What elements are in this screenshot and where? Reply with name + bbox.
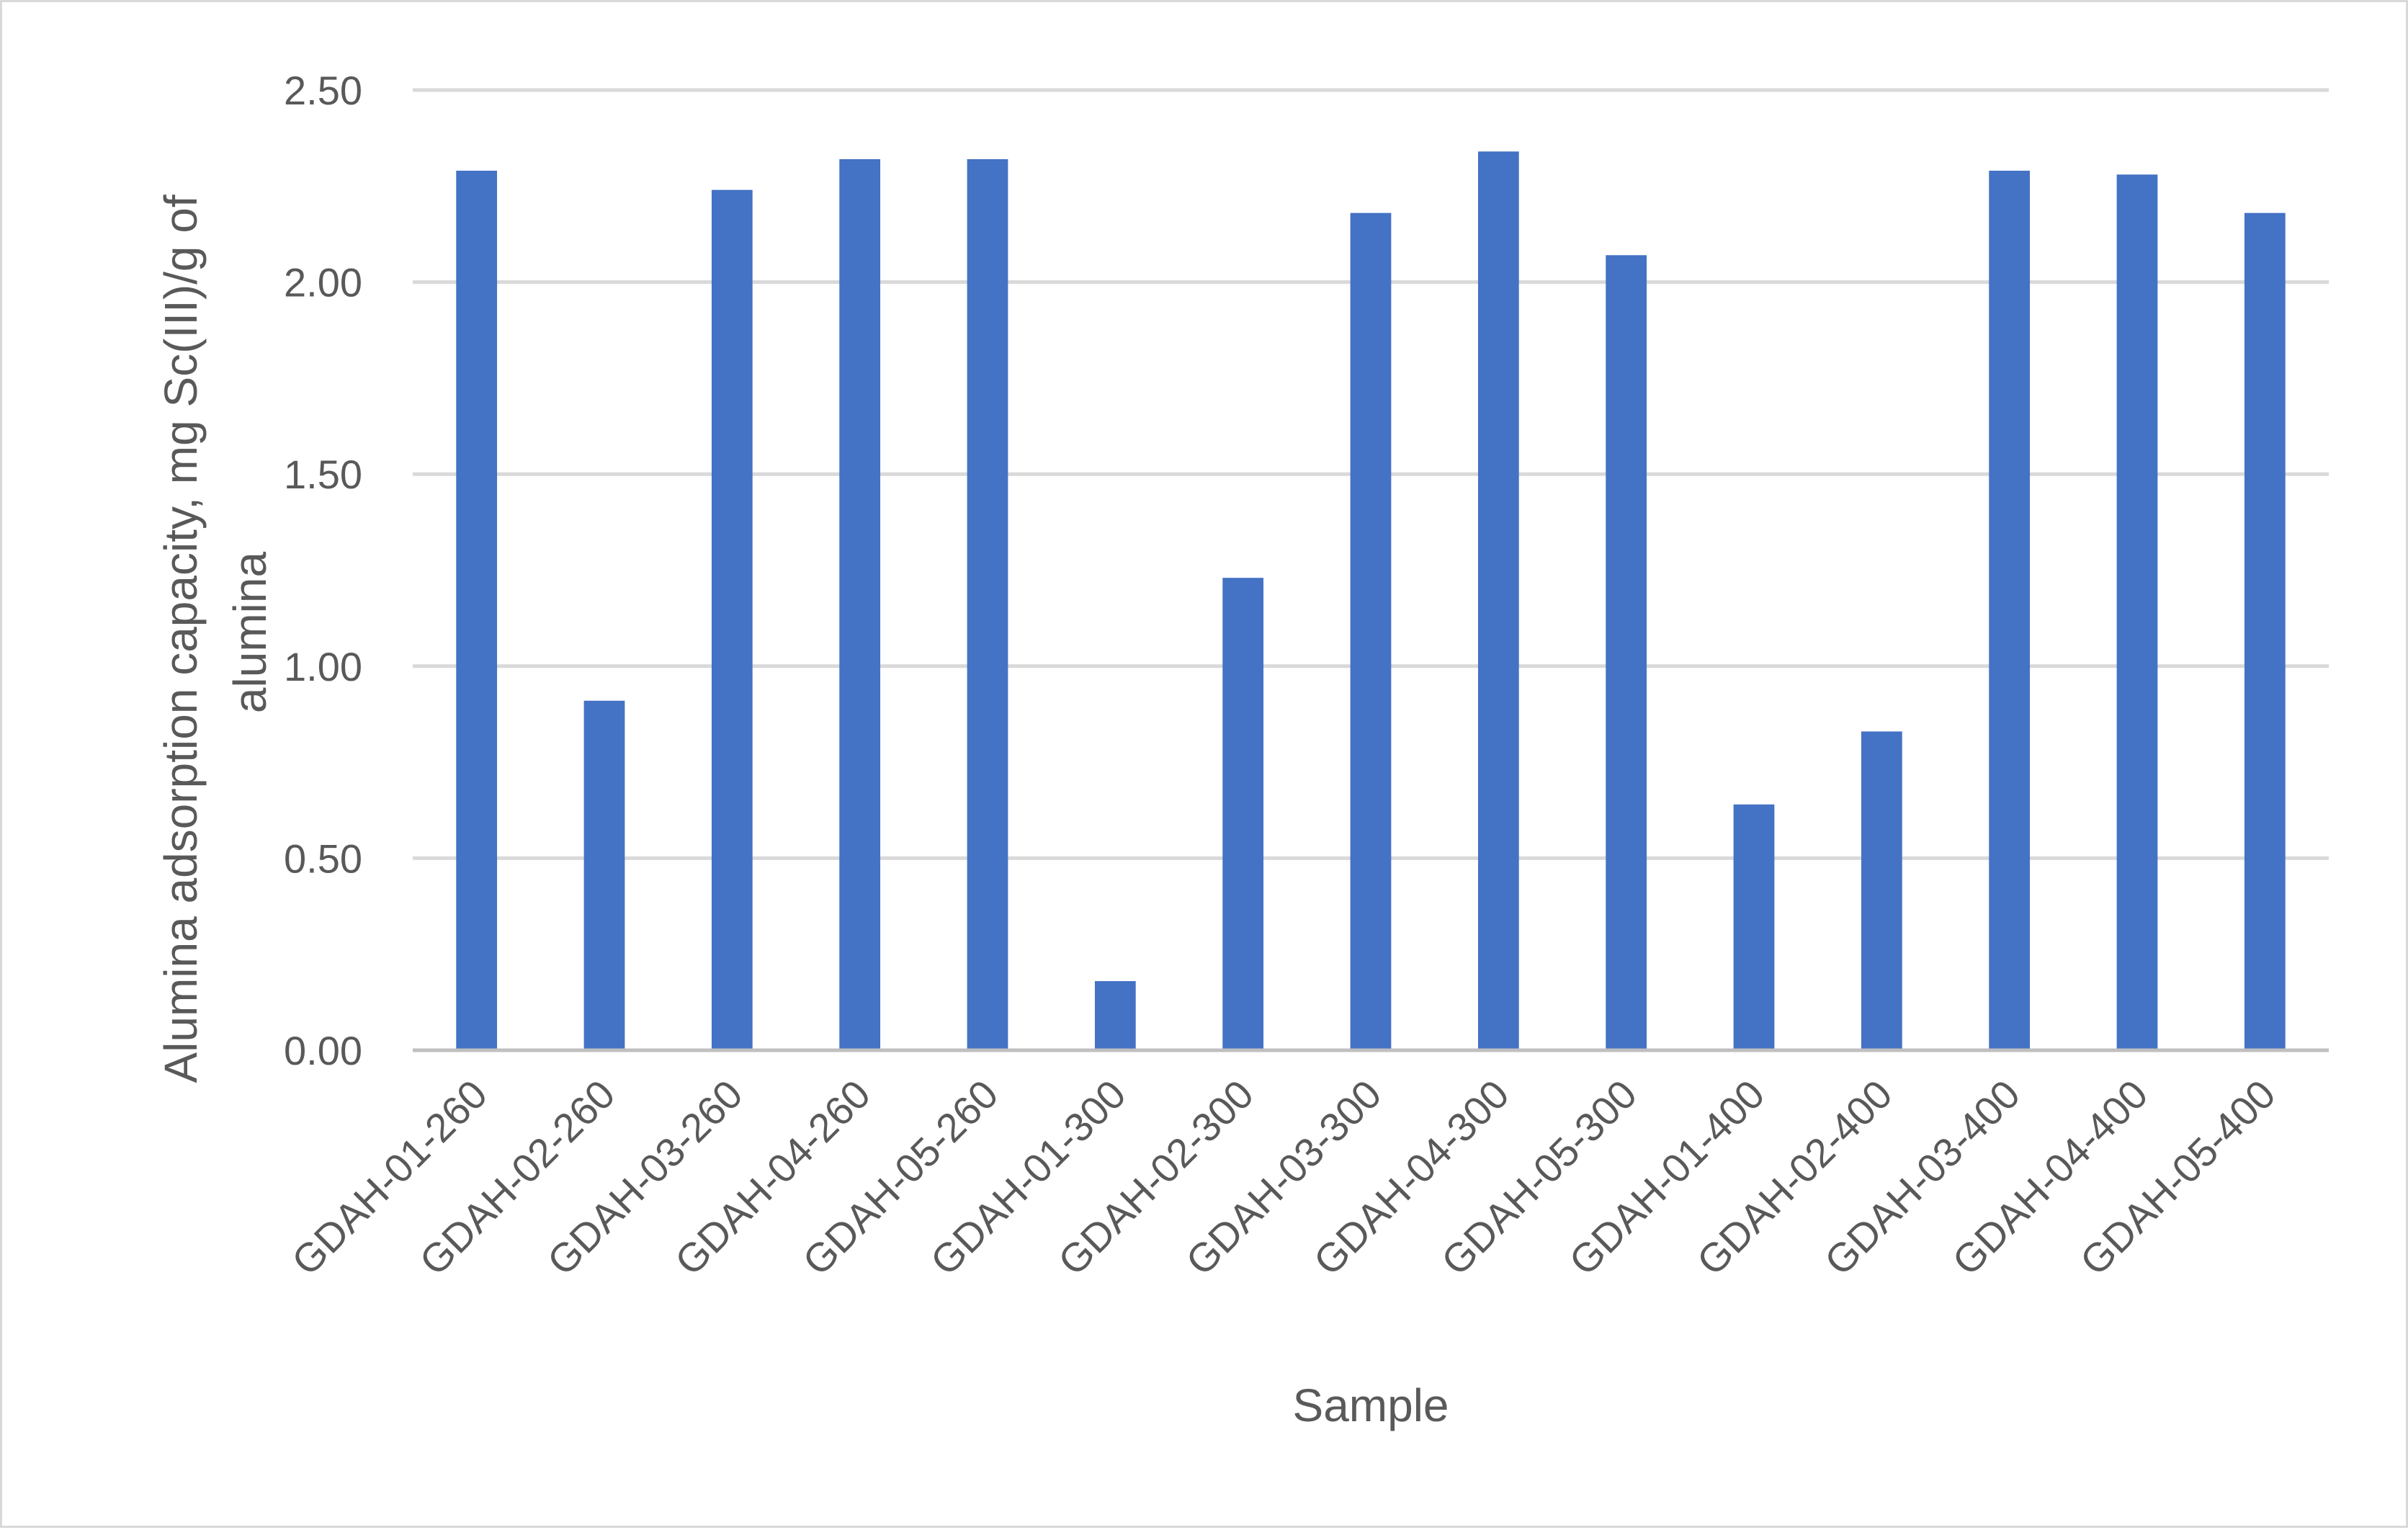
y-tick-labels: 0.00 0.50 1.00 1.50 2.00 2.50 <box>284 68 362 1073</box>
bar <box>1861 731 1902 1050</box>
y-tick-label: 0.00 <box>284 1028 362 1073</box>
bar <box>711 189 753 1051</box>
bar <box>1606 255 1647 1050</box>
y-tick-label: 0.50 <box>284 836 362 881</box>
y-tick-label: 2.50 <box>284 68 362 113</box>
bar <box>967 158 1008 1051</box>
y-axis-title: Alumina adsorption capacity, mg Sc(III)/… <box>155 182 276 1083</box>
bar <box>839 158 881 1051</box>
bar <box>1989 170 2031 1050</box>
bar <box>2116 174 2158 1051</box>
bars <box>456 151 2286 1051</box>
y-axis-title-line-1: Alumina adsorption capacity, mg Sc(III)/… <box>155 194 207 1083</box>
bar <box>456 170 498 1050</box>
bar <box>1222 578 1264 1050</box>
x-axis-title: Sample <box>1293 1379 1449 1431</box>
y-tick-label: 1.50 <box>284 452 362 497</box>
bar <box>1733 804 1775 1050</box>
x-tick-labels: GDAH-01-260GDAH-02-260GDAH-03-260GDAH-04… <box>283 1071 2284 1284</box>
bar <box>583 700 625 1050</box>
bar <box>2244 212 2286 1050</box>
bar <box>1094 981 1136 1050</box>
bar <box>1350 212 1392 1050</box>
y-axis-title-line-2: alumina <box>224 552 276 714</box>
bar <box>1477 151 1519 1050</box>
y-tick-label: 1.00 <box>284 644 362 689</box>
y-tick-label: 2.00 <box>284 260 362 305</box>
